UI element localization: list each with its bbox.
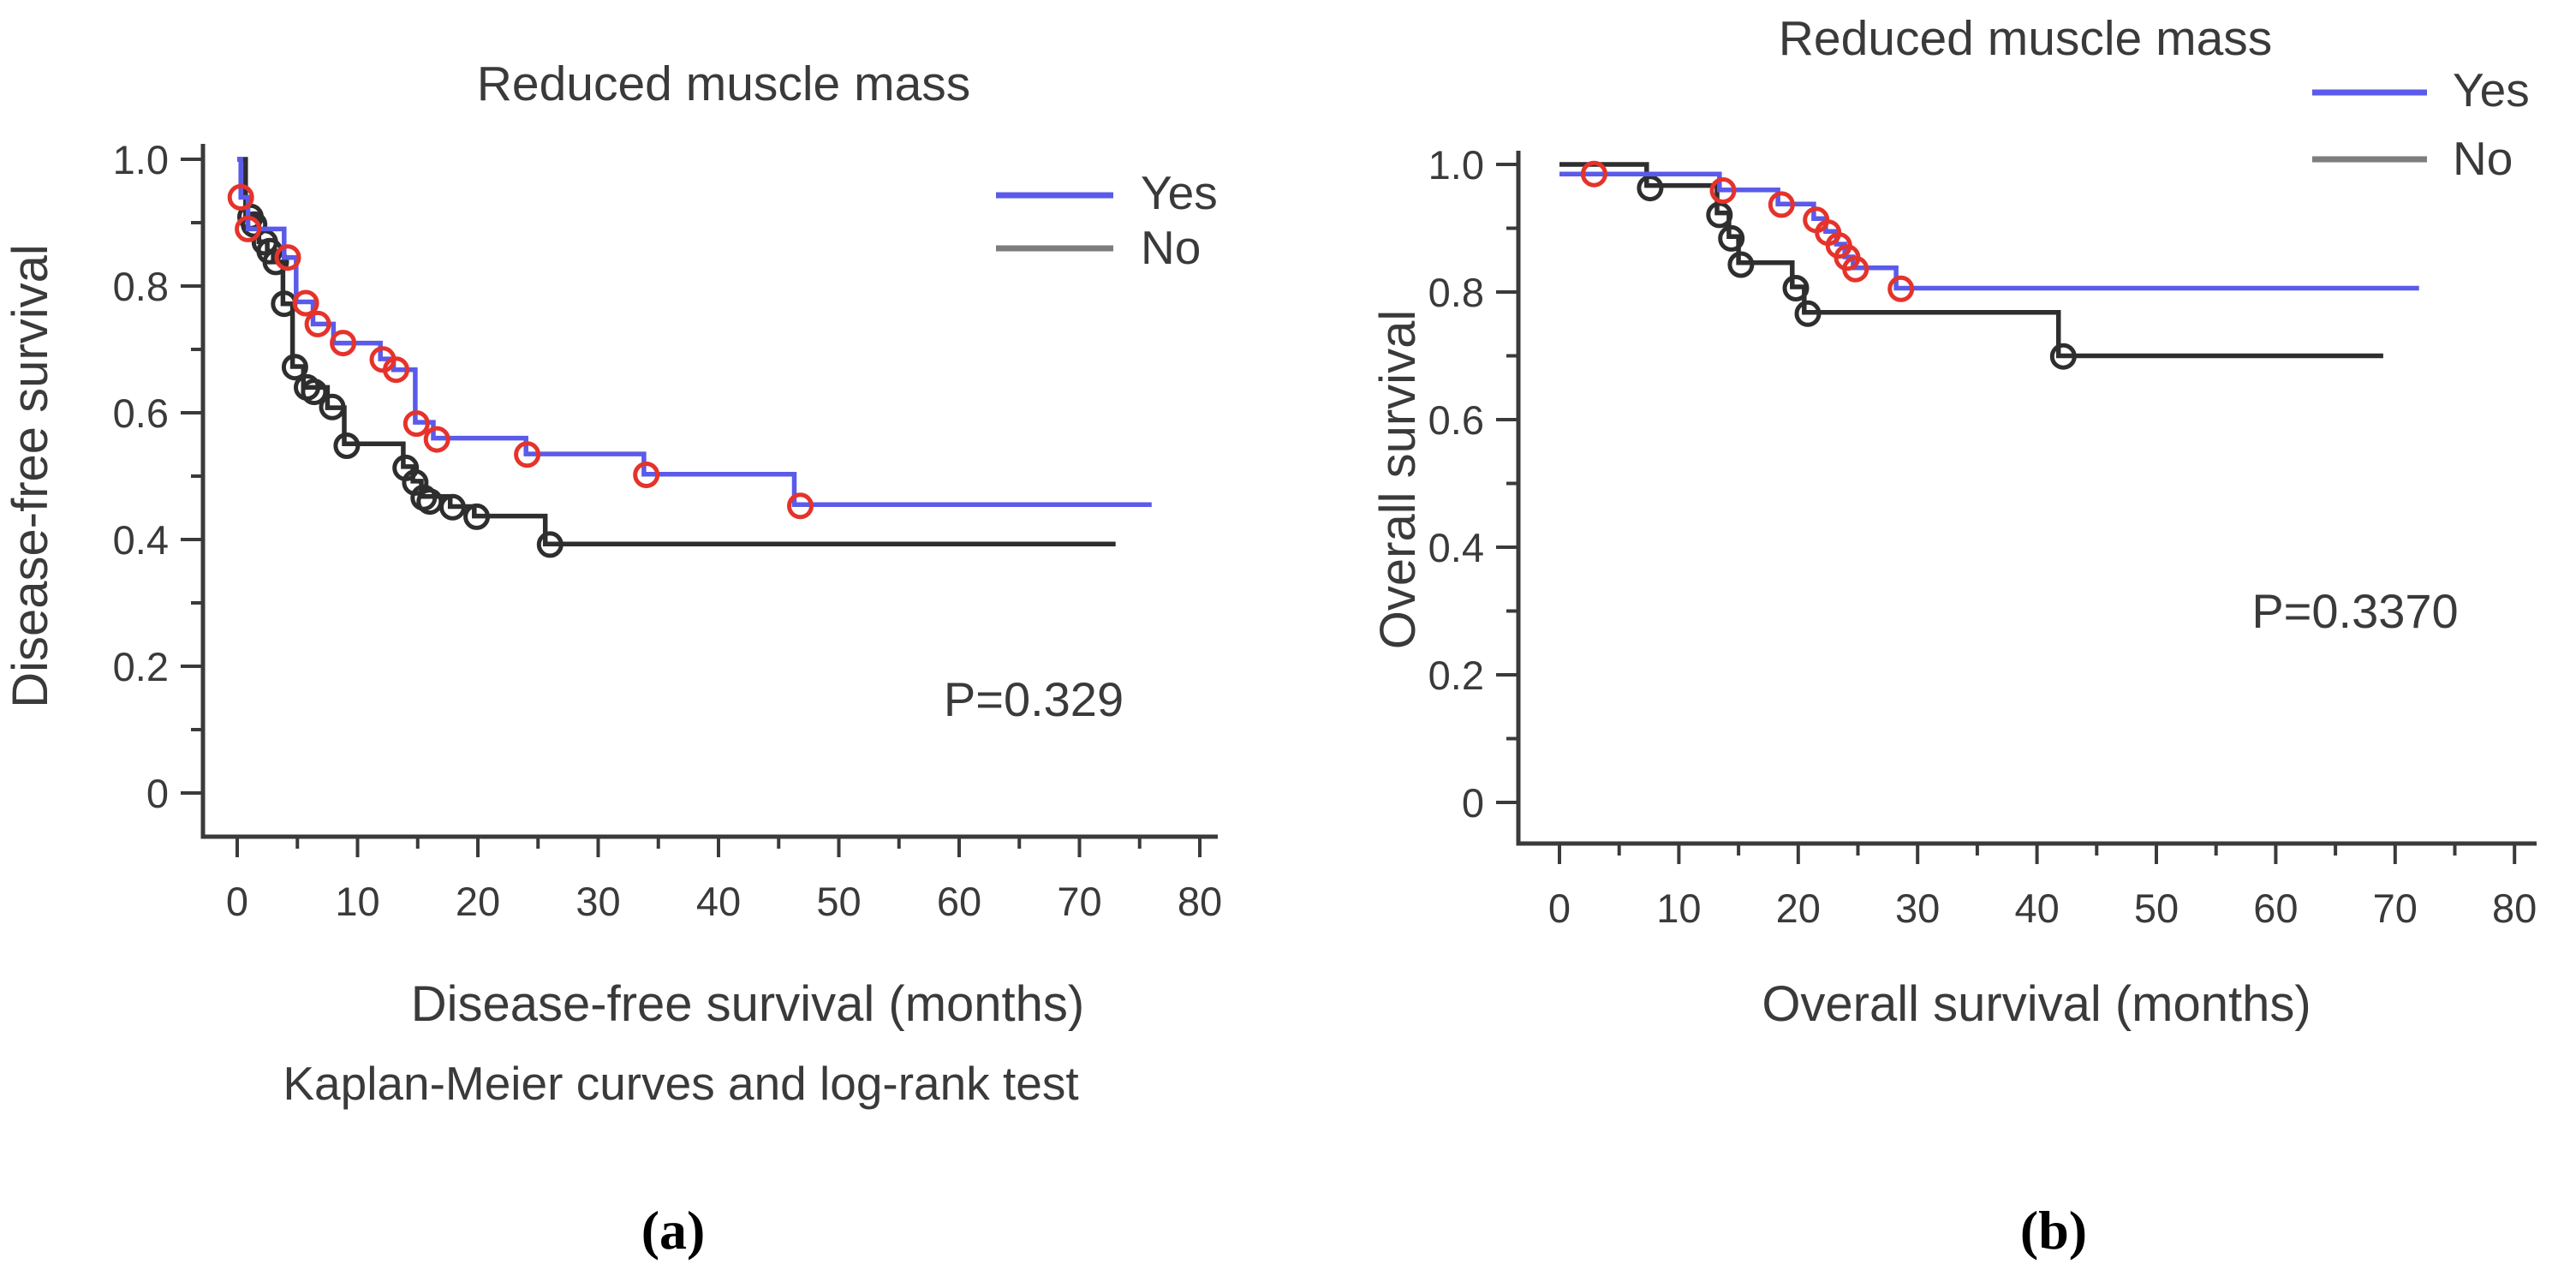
censor-mark-no <box>1727 251 1755 278</box>
x-tick-label: 70 <box>1057 879 1101 924</box>
x-tick-label: 10 <box>1656 885 1701 931</box>
censor-mark-yes <box>274 244 301 271</box>
panel-a-tag: (a) <box>641 1200 706 1261</box>
x-tick-label: 60 <box>2253 885 2298 931</box>
panel-b-p-value: P=0.3370 <box>2251 584 2458 638</box>
y-tick-label: 0.4 <box>113 517 169 563</box>
censor-mark-yes <box>330 330 357 357</box>
panel-a-title: Reduced muscle mass <box>477 57 971 111</box>
km-step-curve-no <box>1559 162 2383 359</box>
censor-mark-no <box>1794 300 1822 327</box>
x-tick-label: 40 <box>696 879 741 924</box>
censor-mark-no <box>281 354 308 381</box>
x-tick-label: 40 <box>2014 885 2059 931</box>
x-tick-label: 50 <box>816 879 861 924</box>
censor-mark-yes <box>633 462 660 488</box>
panel-a-y-axis-label: Disease-free survival <box>3 244 58 708</box>
km-step-curve-yes <box>1559 171 2419 291</box>
censor-mark-no <box>463 503 491 530</box>
km-step-curve-yes <box>237 157 1152 508</box>
censor-mark-yes <box>402 410 430 438</box>
censor-mark-no <box>536 531 564 558</box>
panel-b: Reduced muscle mass 0 0.2 0.4 0.6 0.8 1.0 0 10 2… <box>1370 11 2537 1261</box>
y-tick-label: 0 <box>146 771 169 816</box>
censor-mark-yes <box>1887 275 1915 302</box>
y-tick-label: 0.4 <box>1428 525 1484 570</box>
censor-mark-yes <box>1768 191 1795 218</box>
legend-label-yes: Yes <box>1141 166 1218 219</box>
x-tick-label: 30 <box>1895 885 1940 931</box>
censor-mark-yes <box>292 289 319 317</box>
y-tick-label: 0 <box>1462 780 1484 826</box>
axis-spine <box>1516 151 2537 846</box>
y-tick-label: 1.0 <box>113 137 169 182</box>
panel-a-legend: Yes No <box>996 166 1218 274</box>
x-tick-label: 0 <box>226 879 248 924</box>
legend-label-no: No <box>1141 221 1201 274</box>
x-tick-label: 20 <box>456 879 500 924</box>
panel-a-axes: 0 0.2 0.4 0.6 0.8 1.0 0 10 20 30 40 50 60 70 80 <box>113 137 1222 924</box>
panel-b-legend: Yes No <box>2312 63 2530 185</box>
axis-spine <box>200 144 1218 839</box>
panel-a: Reduced muscle mass 0 0.2 0.4 0.6 0.8 1.0 0 10 2… <box>3 57 1222 1261</box>
x-tick-label: 50 <box>2134 885 2179 931</box>
censor-mark-no <box>1637 175 1664 202</box>
censor-mark-yes <box>1580 160 1607 188</box>
x-tick-label: 10 <box>335 879 379 924</box>
censor-mark-no <box>333 432 361 459</box>
y-tick-label: 0.6 <box>1428 397 1484 443</box>
censor-mark-no <box>319 393 346 420</box>
x-tick-label: 20 <box>1776 885 1821 931</box>
censor-mark-yes <box>235 215 262 242</box>
censor-mark-no <box>1706 201 1733 229</box>
legend-label-no: No <box>2453 132 2513 185</box>
censor-mark-yes <box>423 426 450 453</box>
panel-b-x-axis-label: Overall survival (months) <box>1762 976 2311 1032</box>
legend-label-yes: Yes <box>2453 63 2530 116</box>
censor-mark-no <box>1718 224 1745 252</box>
panel-a-p-value: P=0.329 <box>944 672 1124 726</box>
censor-mark-no <box>2049 343 2077 370</box>
panel-b-y-axis-label: Overall survival <box>1370 310 1426 649</box>
y-tick-label: 0.6 <box>113 391 169 436</box>
censor-mark-yes <box>787 492 814 520</box>
panel-b-tag: (b) <box>2020 1200 2087 1261</box>
censor-mark-no <box>301 379 328 406</box>
censor-mark-no <box>439 493 466 521</box>
censor-mark-yes <box>514 441 541 468</box>
x-tick-label: 80 <box>1178 879 1222 924</box>
y-tick-label: 0.8 <box>113 264 169 309</box>
censor-mark-no <box>1782 275 1810 301</box>
censor-mark-yes <box>304 310 331 337</box>
panel-b-curves <box>1559 160 2419 370</box>
figure-method-caption: Kaplan-Meier curves and log-rank test <box>283 1057 1078 1110</box>
censor-mark-yes <box>1842 255 1869 283</box>
censor-mark-yes <box>383 356 409 384</box>
censor-mark-no <box>262 248 289 276</box>
km-step-curve-no <box>237 157 1116 546</box>
x-tick-label: 0 <box>1548 885 1571 931</box>
censor-mark-yes <box>1709 177 1737 204</box>
y-tick-label: 0.8 <box>1428 270 1484 315</box>
x-tick-label: 80 <box>2492 885 2537 931</box>
panel-a-x-axis-label: Disease-free survival (months) <box>411 976 1084 1032</box>
panel-b-title: Reduced muscle mass <box>1779 11 2273 66</box>
y-tick-label: 0.2 <box>1428 653 1484 698</box>
y-tick-label: 1.0 <box>1428 142 1484 188</box>
x-tick-label: 70 <box>2373 885 2418 931</box>
x-tick-label: 30 <box>575 879 620 924</box>
panel-a-curves <box>227 157 1152 558</box>
x-tick-label: 60 <box>937 879 981 924</box>
censor-mark-yes <box>227 183 254 211</box>
y-tick-label: 0.2 <box>113 644 169 689</box>
panel-b-axes: 0 0.2 0.4 0.6 0.8 1.0 0 10 20 30 40 50 60 70 80 <box>1428 142 2537 931</box>
